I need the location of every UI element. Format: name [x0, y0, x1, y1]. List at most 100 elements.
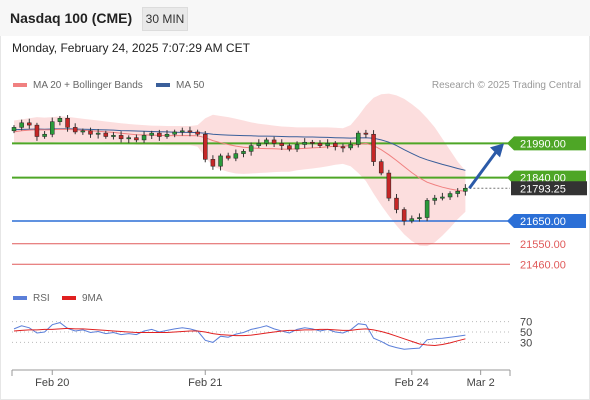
rsi-tick-0: 70	[520, 317, 532, 329]
candle-body-25	[203, 133, 208, 160]
legend-rsi: RSI	[13, 293, 50, 304]
candle-body-59	[463, 188, 468, 192]
candle-body-46	[363, 132, 369, 135]
candle-body-24	[195, 131, 200, 135]
instrument-title: Nasdaq 100 (CME)	[10, 10, 133, 26]
candle-body-44	[348, 144, 353, 149]
chart-header: Nasdaq 100 (CME) 30 MIN	[0, 0, 590, 36]
research-credit: Research © 2025 Trading Central	[431, 80, 581, 91]
level-tag-1	[507, 170, 586, 185]
candle-body-58	[455, 191, 460, 194]
candle-body-16	[134, 137, 139, 141]
candle-body-23	[187, 130, 193, 133]
candle-body-29	[233, 153, 239, 159]
candle-body-26	[210, 159, 216, 167]
legend-9ma-swatch	[62, 296, 76, 301]
candle-body-37	[294, 144, 300, 150]
candle-body-7	[65, 118, 70, 128]
level-tag-3	[507, 213, 586, 228]
candle-body-28	[225, 155, 231, 159]
level-labels: 21990.0021840.0021793.2521650.0021550.00…	[507, 136, 587, 271]
x-tick-label-2: Feb 24	[395, 377, 429, 389]
candle-body-48	[378, 161, 384, 174]
legend-bollinger-label: MA 20 + Bollinger Bands	[33, 80, 143, 91]
level-label-5: 21460.00	[520, 259, 566, 271]
legend-ma50-label: MA 50	[176, 80, 205, 91]
candle-body-10	[88, 130, 93, 135]
candle-body-21	[172, 131, 177, 135]
legend-9ma-label: 9MA	[82, 293, 103, 304]
candle-body-42	[333, 143, 338, 148]
legend-ma50-swatch	[156, 83, 170, 88]
forecast-arrow-shaft	[468, 148, 500, 190]
current-price-tag	[511, 181, 587, 196]
candle-body-2	[27, 122, 32, 126]
candle-body-22	[180, 130, 185, 133]
legend-rsi-label: RSI	[33, 293, 50, 304]
candle-body-27	[218, 155, 223, 167]
candle-body-55	[432, 197, 437, 201]
candle-body-32	[256, 143, 262, 146]
candle-body-30	[241, 151, 246, 154]
candle-body-39	[310, 141, 315, 144]
level-tag-0	[507, 136, 586, 151]
candle-body-43	[340, 146, 346, 149]
level-label-0: 21990.00	[520, 138, 566, 150]
bollinger-band-fill	[14, 93, 466, 247]
level-label-2: 21793.25	[520, 183, 566, 195]
candle-body-6	[57, 118, 63, 122]
legend-bollinger-swatch	[13, 83, 27, 88]
candle-body-49	[386, 172, 392, 199]
candle-body-12	[103, 132, 109, 137]
candle-body-52	[409, 218, 415, 222]
level-label-3: 21650.00	[520, 216, 566, 228]
rsi-tick-2: 30	[520, 337, 532, 349]
legend-bollinger: MA 20 + Bollinger Bands	[13, 80, 143, 91]
candlesticks	[11, 115, 504, 226]
candle-body-15	[126, 137, 131, 140]
candle-body-45	[356, 132, 361, 145]
candle-body-11	[95, 132, 101, 135]
timestamp: Monday, February 24, 2025 7:07:29 AM CET	[12, 41, 250, 55]
candle-body-18	[149, 132, 154, 136]
candle-body-56	[440, 196, 445, 199]
ma50-line	[13, 128, 466, 171]
forecast-arrow-head	[490, 143, 504, 158]
candle-body-33	[264, 139, 269, 144]
candle-body-1	[19, 122, 24, 128]
rsi-line	[13, 322, 466, 350]
x-tick-label-0: Feb 20	[35, 377, 69, 389]
candle-body-50	[394, 197, 399, 210]
candle-body-34	[271, 139, 277, 144]
candle-body-54	[424, 200, 430, 218]
candle-body-9	[80, 130, 86, 133]
level-label-4: 21550.00	[520, 239, 566, 251]
bollinger-bands	[14, 93, 466, 247]
candle-body-14	[118, 135, 124, 140]
candle-body-35	[279, 143, 284, 146]
candle-body-13	[111, 135, 116, 137]
candle-body-0	[11, 127, 17, 132]
candle-body-40	[317, 143, 323, 146]
candle-body-51	[401, 209, 407, 222]
candle-body-31	[248, 145, 254, 152]
legend-9ma: 9MA	[62, 293, 103, 304]
candle-body-17	[141, 135, 147, 141]
candle-body-4	[42, 133, 47, 137]
candle-body-41	[325, 143, 330, 146]
rsi-ma9-line	[13, 327, 466, 347]
price-levels	[12, 142, 510, 265]
candle-body-36	[287, 145, 292, 150]
rsi-tick-1: 50	[520, 327, 532, 339]
candle-body-38	[302, 141, 307, 145]
candle-body-8	[72, 127, 78, 133]
x-tick-label-1: Feb 21	[188, 377, 222, 389]
legend-rsi-swatch	[13, 296, 27, 301]
candle-body-57	[447, 193, 453, 198]
candle-body-47	[371, 133, 376, 162]
timeframe-badge[interactable]: 30 MIN	[142, 7, 188, 31]
candle-body-19	[157, 132, 162, 137]
x-tick-label-3: Mar 2	[467, 377, 495, 389]
